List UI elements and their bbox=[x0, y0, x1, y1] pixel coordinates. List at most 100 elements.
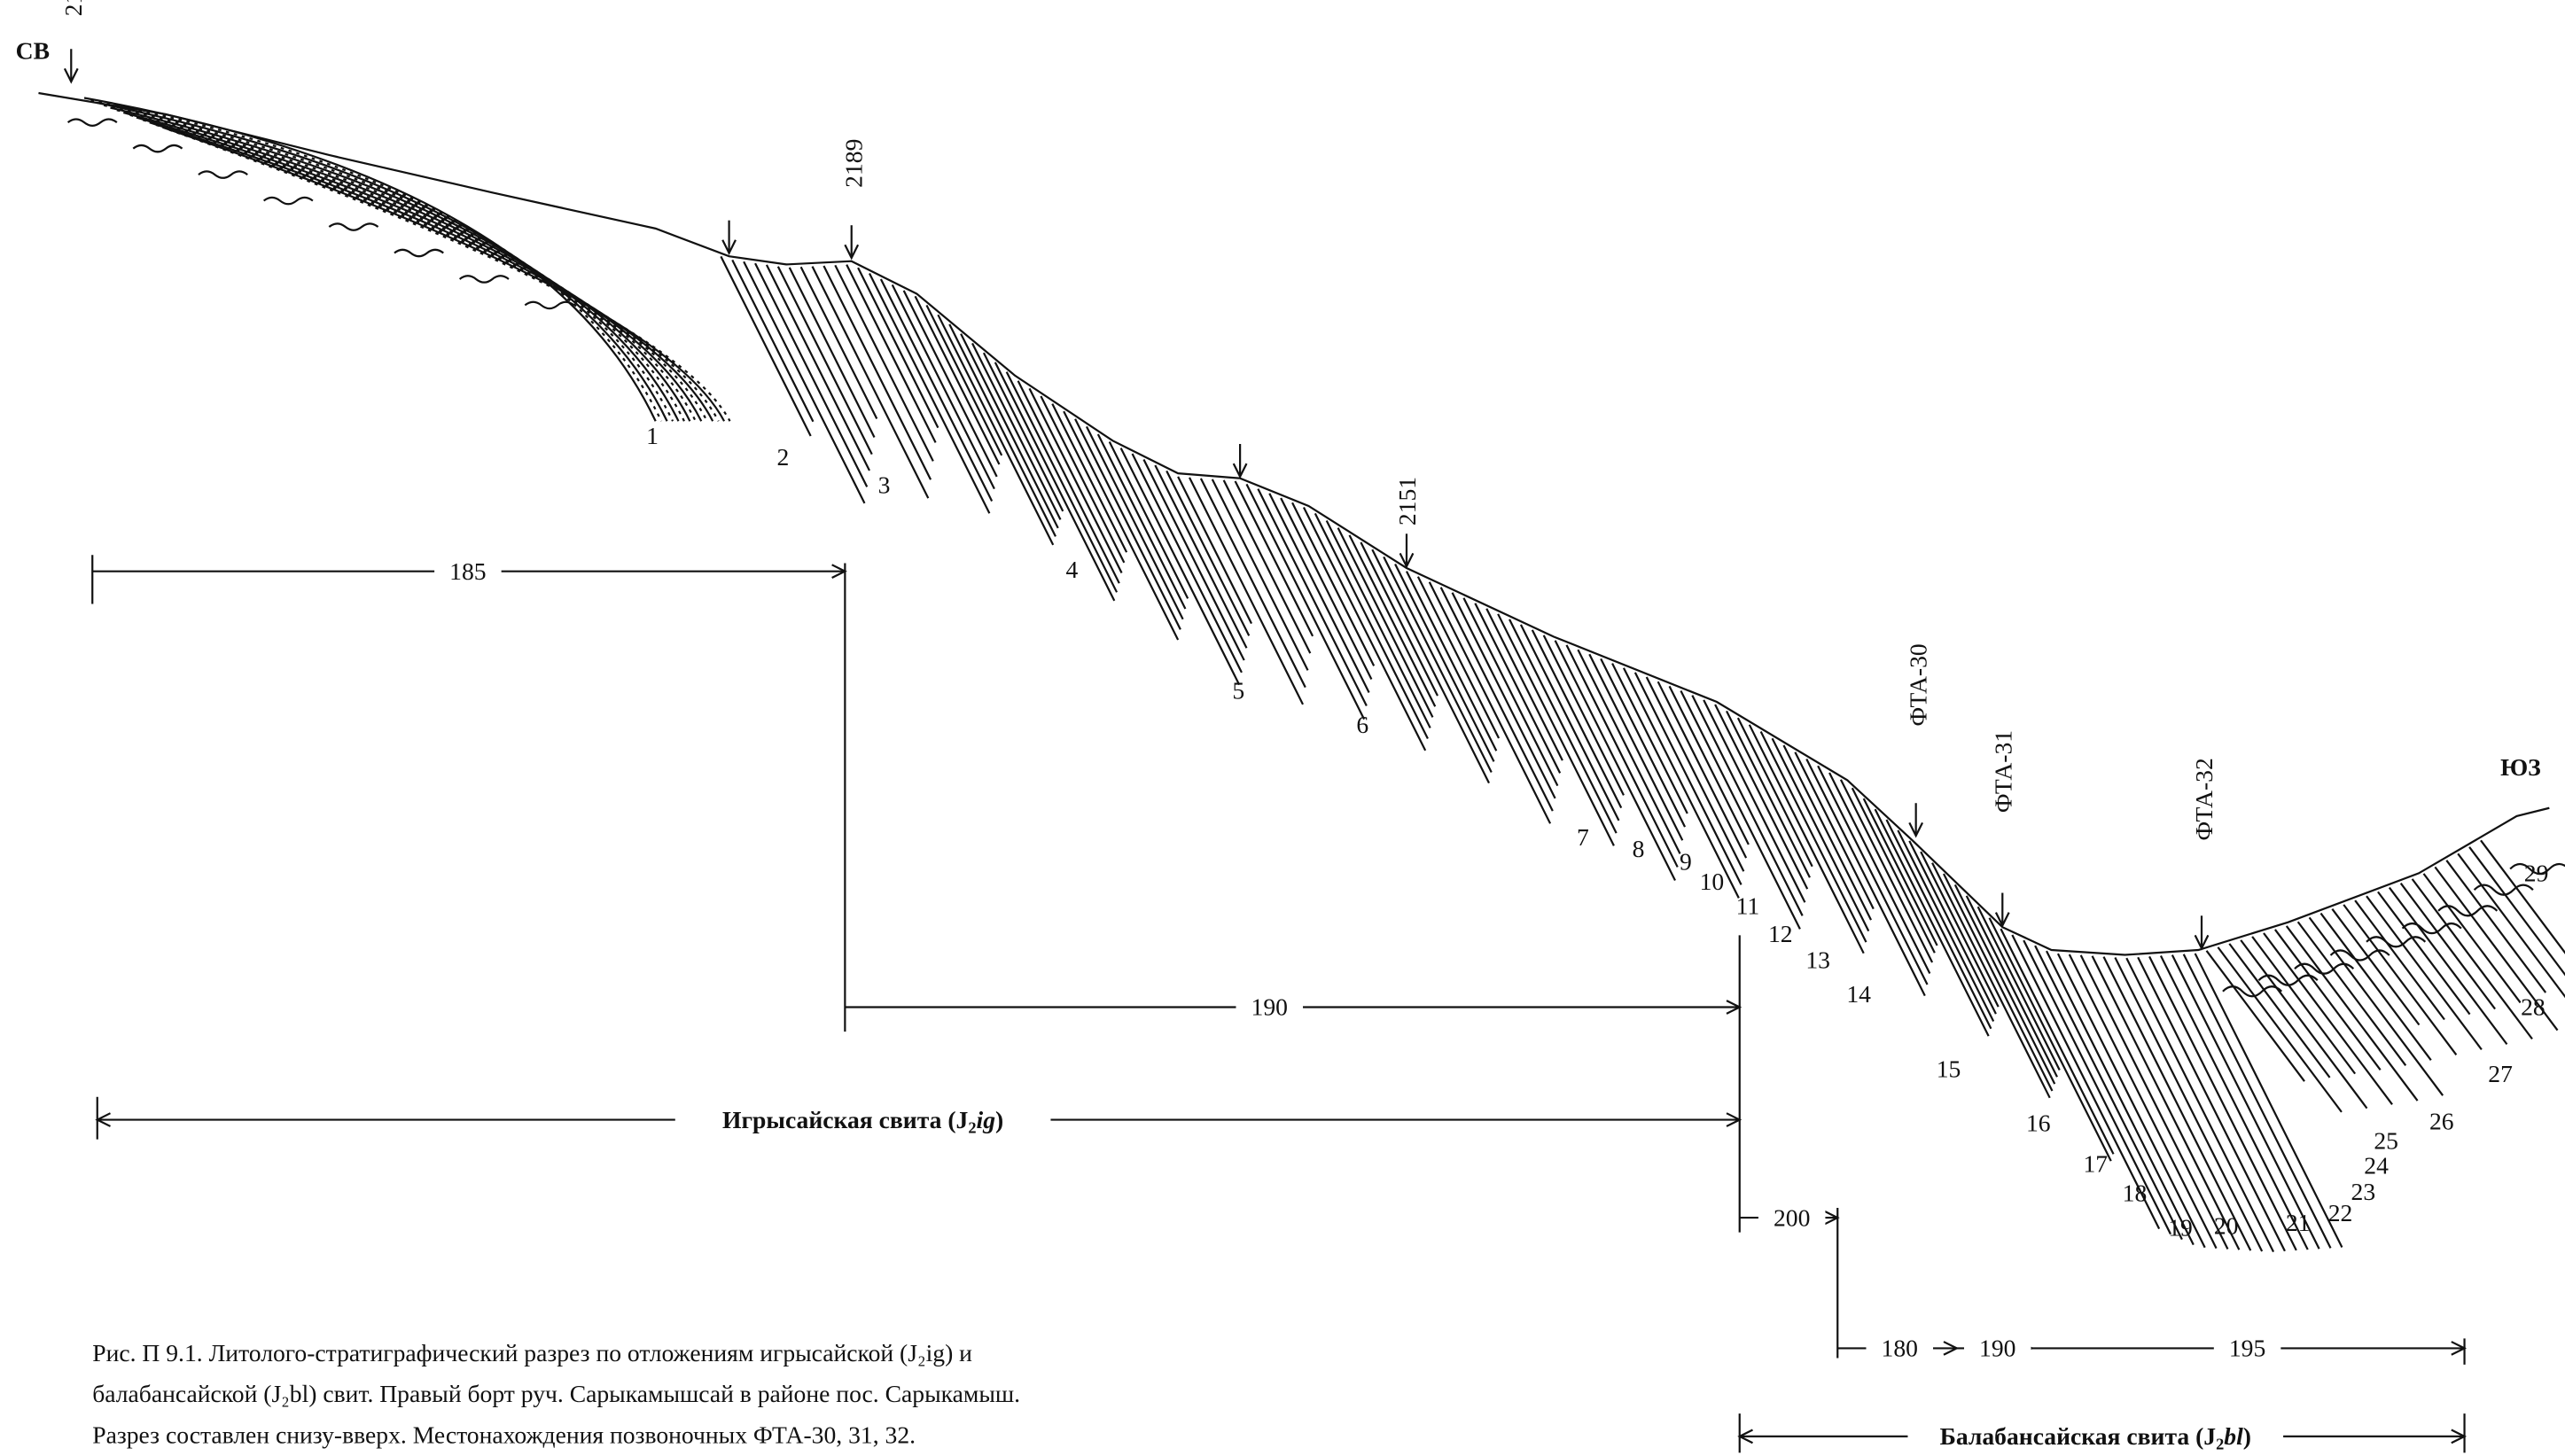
arrow-head bbox=[721, 239, 737, 255]
layer-number: 17 bbox=[2083, 1150, 2108, 1178]
stratum bbox=[1234, 480, 1314, 637]
stratum bbox=[2034, 945, 2183, 1241]
stratum bbox=[1782, 744, 1873, 921]
stratum bbox=[1371, 549, 1490, 784]
stratum bbox=[1085, 425, 1184, 620]
stratum bbox=[1839, 779, 1934, 963]
stratum bbox=[2159, 955, 2309, 1250]
stratum bbox=[149, 121, 714, 422]
dimension-label: 185 bbox=[449, 557, 486, 585]
stratum bbox=[914, 295, 1001, 465]
stratum bbox=[1280, 497, 1373, 680]
stratum bbox=[2228, 943, 2331, 1078]
stratum bbox=[1474, 603, 1562, 774]
stratum bbox=[834, 264, 934, 462]
layer-number: 26 bbox=[2429, 1108, 2454, 1135]
arrow-head bbox=[1908, 821, 1924, 838]
arrow-head bbox=[2451, 1341, 2468, 1356]
stratum bbox=[1302, 506, 1427, 751]
clay-waves bbox=[262, 196, 314, 206]
stratum bbox=[788, 267, 876, 438]
arrow-head bbox=[1994, 912, 2010, 928]
layer-number: 19 bbox=[2168, 1213, 2193, 1241]
stratum bbox=[1748, 724, 1865, 954]
stratum bbox=[1360, 541, 1438, 697]
stratum bbox=[2468, 846, 2565, 977]
arrow-head bbox=[831, 564, 847, 580]
stratum bbox=[1657, 681, 1748, 859]
stratum bbox=[2296, 921, 2407, 1066]
stratum bbox=[982, 352, 1064, 512]
layer-number: 24 bbox=[2364, 1151, 2389, 1179]
caption-line: Рис. П 9.1. Литолого-стратиграфический р… bbox=[92, 1339, 972, 1366]
stratum bbox=[90, 99, 663, 422]
stratum bbox=[155, 123, 720, 422]
clay-waves bbox=[328, 222, 379, 231]
stratum bbox=[2331, 908, 2421, 1026]
stratum bbox=[1017, 380, 1120, 584]
stratum bbox=[2091, 955, 2241, 1250]
stratum bbox=[1908, 840, 1997, 1015]
stratum bbox=[1177, 476, 1252, 625]
stratum bbox=[1245, 483, 1366, 720]
stratum bbox=[2056, 953, 2206, 1249]
stratum bbox=[1565, 644, 1679, 868]
stratum bbox=[1622, 667, 1740, 899]
stratum bbox=[2079, 954, 2229, 1250]
stratum bbox=[1416, 576, 1501, 739]
dimension-label: 180 bbox=[1882, 1335, 1918, 1362]
stratum bbox=[2011, 934, 2161, 1230]
stratum bbox=[811, 266, 930, 499]
stratum bbox=[1074, 418, 1181, 630]
stratum bbox=[1874, 808, 1990, 1037]
layer-number: 8 bbox=[1633, 835, 1645, 862]
clay-waves bbox=[132, 144, 183, 153]
stratum bbox=[1131, 453, 1243, 673]
stratum bbox=[2354, 899, 2445, 1021]
stratum bbox=[891, 284, 995, 490]
stratum bbox=[1668, 685, 1750, 845]
stratum bbox=[1965, 895, 2058, 1078]
stratum bbox=[1257, 488, 1368, 707]
stratum bbox=[1005, 371, 1119, 593]
stratum bbox=[162, 126, 726, 422]
direction-label: ЮЗ bbox=[2500, 753, 2541, 781]
arrow-head bbox=[95, 1112, 1742, 1127]
stratum bbox=[2182, 954, 2332, 1249]
stratum bbox=[1759, 731, 1867, 943]
stratum bbox=[2114, 956, 2264, 1252]
suite-label: Балабансайская свита (J2bl) bbox=[1940, 1422, 2251, 1453]
stratum bbox=[1451, 592, 1556, 799]
stratum bbox=[879, 278, 994, 502]
stratum bbox=[2434, 866, 2559, 1032]
arrow-head bbox=[1232, 463, 1248, 479]
layer-number: 3 bbox=[878, 471, 891, 498]
stratum bbox=[2240, 939, 2368, 1110]
stratum bbox=[1199, 478, 1306, 689]
stratum bbox=[2148, 955, 2297, 1251]
arrow-head bbox=[1737, 1429, 2468, 1444]
layer-number: 10 bbox=[1700, 868, 1725, 895]
stratum bbox=[937, 314, 1055, 546]
clay-waves bbox=[394, 248, 444, 258]
point-label: 2107 bbox=[59, 0, 87, 16]
stratum bbox=[2422, 873, 2522, 1004]
stratum bbox=[1028, 387, 1123, 574]
stratum bbox=[1485, 608, 1563, 761]
stratum bbox=[1577, 649, 1681, 854]
stratum bbox=[1828, 772, 1931, 975]
dimension-label: 190 bbox=[1251, 993, 1288, 1021]
stratum bbox=[731, 259, 815, 423]
stratum bbox=[1462, 597, 1559, 787]
label-bg bbox=[434, 557, 502, 587]
stratum bbox=[1063, 410, 1180, 641]
layer-number: 25 bbox=[2374, 1127, 2398, 1155]
stratum bbox=[2068, 954, 2218, 1250]
stratum bbox=[2285, 925, 2419, 1102]
label-bg bbox=[1907, 1418, 2284, 1455]
arrow-head bbox=[1726, 1000, 1742, 1015]
stratum bbox=[925, 304, 1003, 456]
stratum bbox=[1931, 862, 2051, 1099]
stratum bbox=[1142, 459, 1245, 661]
